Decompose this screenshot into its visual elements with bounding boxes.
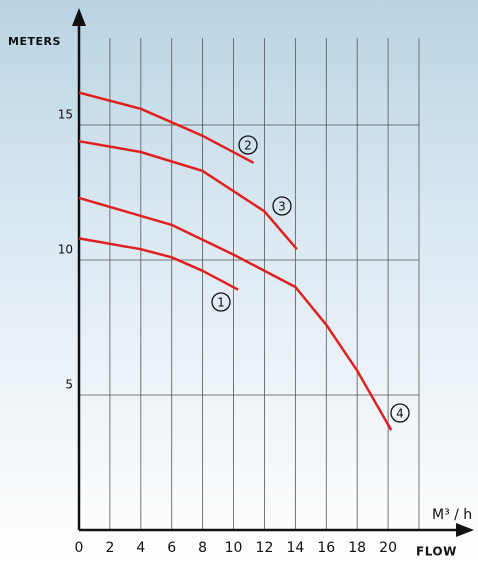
x-tick-label: 2: [105, 540, 114, 556]
x-tick-label: 8: [198, 540, 207, 556]
x-tick-label: 20: [379, 540, 397, 556]
x-axis-caption: FLOW: [416, 545, 457, 559]
curve-label: 3: [278, 200, 286, 214]
curve-label: 4: [396, 407, 404, 421]
x-tick-label: 0: [75, 540, 84, 556]
x-tick-label: 12: [256, 540, 274, 556]
y-tick-label: 5: [65, 378, 73, 392]
curve-label-circle: [272, 196, 292, 216]
curve: [78, 196, 393, 431]
curve: [78, 237, 239, 291]
curve: [78, 91, 255, 164]
curve-label: 1: [217, 296, 225, 310]
x-tick-label: 6: [167, 540, 176, 556]
x-tick-label: 18: [348, 540, 366, 556]
y-axis-label: METERS: [8, 35, 61, 48]
x-axis-arrow: [456, 523, 474, 537]
x-tick-label: 10: [225, 540, 243, 556]
y-tick-label: 15: [58, 108, 73, 122]
y-tick-label: 10: [58, 243, 73, 257]
x-tick-label: 4: [136, 540, 145, 556]
x-tick-label: 14: [286, 540, 304, 556]
curve-label-circle: [211, 292, 231, 312]
curve-label: 2: [244, 139, 252, 153]
x-tick-label: 16: [317, 540, 335, 556]
x-axis-label: M³ / h: [432, 507, 472, 523]
curve-label-circle: [390, 403, 410, 423]
curve-label-circle: [238, 135, 258, 155]
y-axis-arrow: [72, 8, 86, 26]
curve: [78, 139, 298, 251]
